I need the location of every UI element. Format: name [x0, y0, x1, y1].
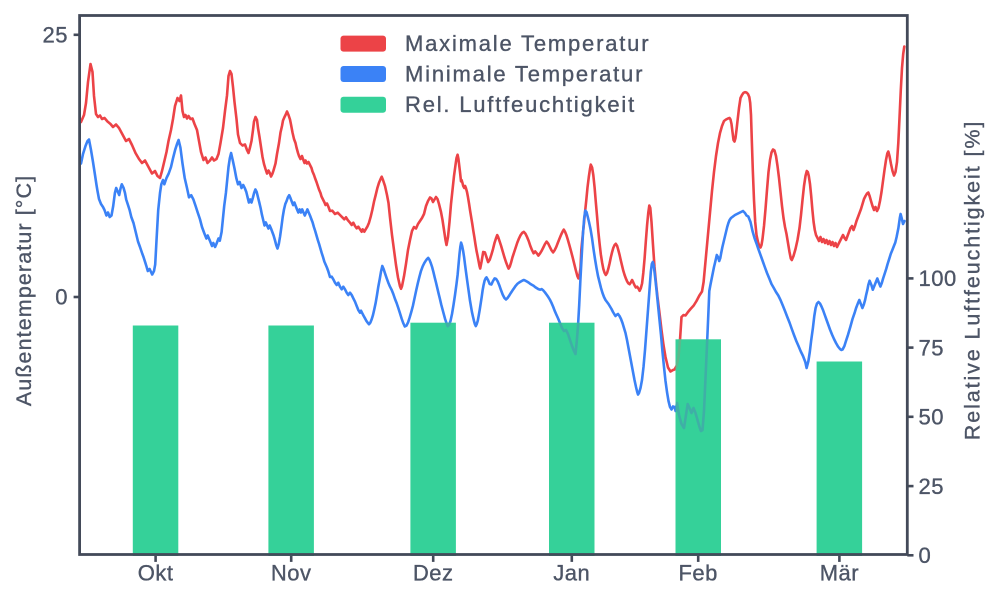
- svg-text:Okt: Okt: [138, 561, 174, 586]
- svg-text:Mär: Mär: [820, 561, 859, 586]
- svg-text:Maximale Temperatur: Maximale Temperatur: [405, 31, 650, 56]
- svg-text:Relative Luftfeuchtigkeit [%]: Relative Luftfeuchtigkeit [%]: [961, 120, 985, 440]
- svg-text:50: 50: [919, 405, 944, 430]
- svg-text:Außentemperatur [°C]: Außentemperatur [°C]: [12, 175, 36, 406]
- svg-text:0: 0: [55, 285, 68, 310]
- svg-text:25: 25: [43, 23, 68, 48]
- svg-text:Jan: Jan: [553, 561, 590, 586]
- svg-text:Nov: Nov: [271, 561, 312, 586]
- svg-text:Rel. Luftfeuchtigkeit: Rel. Luftfeuchtigkeit: [405, 92, 636, 117]
- svg-text:Minimale Temperatur: Minimale Temperatur: [405, 61, 644, 86]
- svg-text:Dez: Dez: [413, 561, 454, 586]
- svg-text:Feb: Feb: [678, 561, 717, 586]
- svg-text:25: 25: [919, 474, 944, 499]
- svg-text:75: 75: [919, 335, 944, 360]
- svg-text:0: 0: [919, 543, 932, 568]
- svg-text:100: 100: [919, 266, 957, 291]
